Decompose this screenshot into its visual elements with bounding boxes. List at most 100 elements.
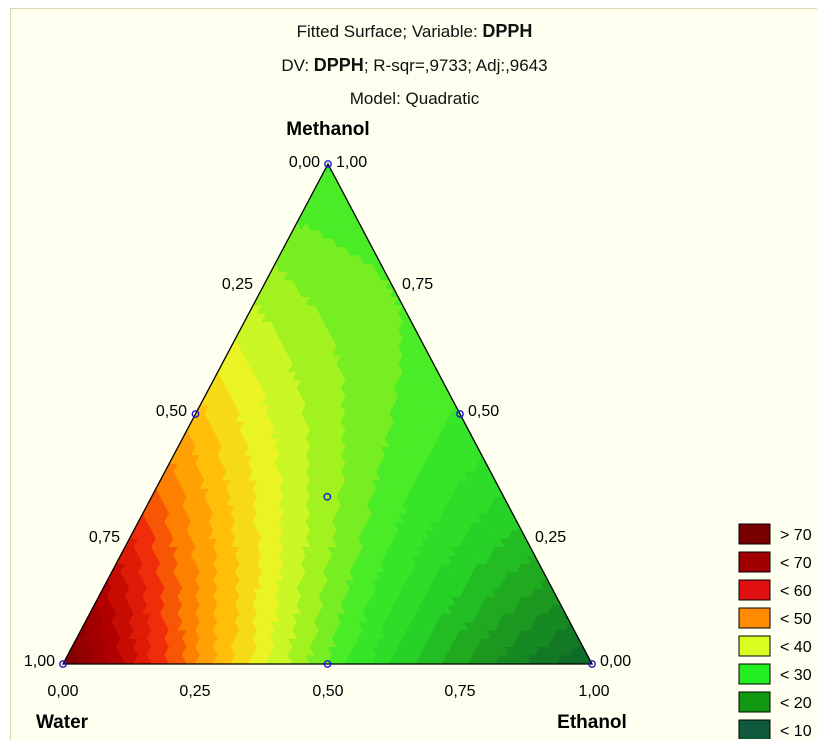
- tick-left-0: 1,00: [24, 653, 55, 670]
- surface-cell: [291, 655, 302, 664]
- surface-cell: [203, 655, 214, 664]
- legend-label-3: < 50: [780, 611, 812, 628]
- legend-label-0: > 70: [780, 527, 812, 544]
- surface-cell: [459, 655, 470, 664]
- surface-cell: [274, 655, 284, 664]
- surface-cell: [282, 655, 293, 664]
- surface-cell: [80, 655, 90, 664]
- surface-cell: [573, 655, 584, 664]
- surface-cell: [150, 655, 161, 664]
- contour-surface: [63, 164, 592, 664]
- design-point-5: [456, 410, 464, 418]
- design-point-6: [323, 492, 332, 501]
- dv-prefix: DV:: [281, 56, 314, 75]
- legend-label-2: < 60: [780, 583, 812, 600]
- surface-cell: [177, 655, 187, 664]
- surface-cell: [221, 655, 232, 664]
- surface-cell: [468, 655, 478, 664]
- surface-cell: [238, 655, 249, 664]
- tick-bottom-1: 0,25: [179, 683, 210, 700]
- legend-swatch-3: [738, 607, 771, 629]
- surface-cell: [512, 655, 522, 664]
- design-point-0: [59, 660, 67, 668]
- chart-title-line-2: DV: DPPH; R-sqr=,9733; Adj:,9643: [11, 55, 817, 76]
- surface-cell: [406, 655, 417, 664]
- design-point-4: [191, 410, 200, 418]
- tick-right-2: 0,50: [468, 403, 499, 420]
- surface-cell: [247, 655, 258, 664]
- surface-cell: [415, 655, 425, 664]
- legend-label-7: < 10: [780, 723, 812, 739]
- legend-swatch-0: [738, 523, 771, 545]
- surface-cell: [485, 655, 496, 664]
- axis-label-methanol: Methanol: [286, 119, 369, 140]
- surface-cell: [115, 655, 126, 664]
- surface-cell: [353, 655, 364, 664]
- surface-cell: [71, 655, 82, 664]
- tick-bottom-4: 1,00: [578, 683, 609, 700]
- surface-cell: [88, 655, 99, 664]
- tick-right-4: 0,00: [600, 653, 631, 670]
- surface-cell: [133, 655, 143, 664]
- surface-cell: [476, 655, 487, 664]
- surface-cell: [520, 655, 531, 664]
- surface-cell: [556, 655, 567, 664]
- chart-title-line-3: Model: Quadratic: [349, 89, 480, 108]
- surface-cell: [185, 655, 196, 664]
- surface-cell: [256, 655, 267, 664]
- surface-cell: [97, 655, 108, 664]
- legend-label-5: < 30: [780, 667, 812, 684]
- surface-cell: [344, 655, 355, 664]
- surface-cell: [159, 655, 170, 664]
- surface-cell: [529, 655, 540, 664]
- surface-cell: [362, 655, 373, 664]
- tick-right-3: 0,25: [535, 529, 566, 546]
- tick-left-1: 0,75: [89, 529, 120, 546]
- surface-cell: [309, 655, 320, 664]
- surface-cell: [300, 655, 311, 664]
- legend: > 70 < 70 < 60 < 50 < 40 < 30 < 20 < 10: [738, 523, 812, 739]
- surface-cell: [212, 655, 223, 664]
- surface-cell: [371, 655, 381, 664]
- legend-label-4: < 40: [780, 639, 812, 656]
- surface-cell: [423, 655, 434, 664]
- surface-cell: [168, 655, 179, 664]
- design-point-1: [588, 660, 596, 668]
- surface-cell: [141, 655, 152, 664]
- design-point-3: [323, 660, 332, 668]
- tick-bottom-3: 0,75: [444, 683, 475, 700]
- surface-cell: [106, 655, 117, 664]
- surface-cell: [432, 655, 443, 664]
- surface-cell: [124, 655, 135, 664]
- surface-cell: [494, 655, 505, 664]
- surface-cell: [265, 655, 276, 664]
- surface-cell: [379, 655, 390, 664]
- surface-cell: [397, 655, 408, 664]
- legend-swatch-2: [738, 579, 771, 601]
- surface-cell: [194, 655, 205, 664]
- surface-cell: [335, 655, 346, 664]
- title-variable: DPPH: [482, 21, 533, 41]
- tick-left-4: 0,00: [289, 154, 320, 171]
- surface-cell: [388, 655, 399, 664]
- surface-cell: [230, 655, 240, 664]
- surface-cell: [503, 655, 514, 664]
- legend-swatch-7: [738, 719, 771, 739]
- tick-left-3: 0,25: [222, 276, 253, 293]
- r-squared-text: ; R-sqr=,9733; Adj:,9643: [363, 56, 548, 75]
- tick-right-0: 1,00: [336, 154, 367, 171]
- axis-label-ethanol: Ethanol: [557, 712, 627, 733]
- axis-label-water: Water: [36, 712, 89, 733]
- design-points: [59, 160, 596, 668]
- legend-label-1: < 70: [780, 555, 812, 572]
- design-point-2: [324, 160, 332, 168]
- triangle-outline: [61, 162, 594, 665]
- legend-swatch-4: [738, 635, 771, 657]
- surface-cell: [538, 655, 549, 664]
- surface-cell: [547, 655, 558, 664]
- title-prefix: Fitted Surface; Variable:: [296, 22, 483, 41]
- legend-swatch-1: [738, 551, 771, 573]
- surface-cell: [450, 655, 461, 664]
- legend-label-6: < 20: [780, 695, 812, 712]
